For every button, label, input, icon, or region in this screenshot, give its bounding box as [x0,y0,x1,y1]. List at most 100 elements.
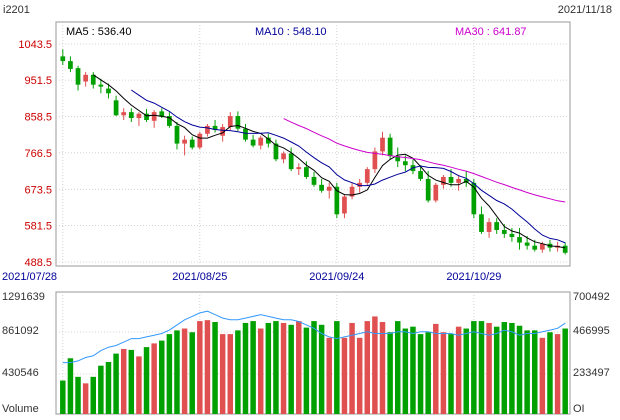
volume-bar [478,321,485,414]
up-candle [486,222,492,232]
volume-bars [60,316,568,414]
volume-bar [394,321,401,414]
volume-bar [75,376,81,414]
up-candle [281,153,286,160]
down-candle [448,176,454,183]
volume-bar [60,380,66,414]
up-candle [197,133,203,148]
volume-bar [166,334,173,414]
up-candle [349,186,355,197]
up-candle [205,125,210,134]
down-candle [288,153,294,170]
up-candle [121,112,127,116]
oi-line [62,310,566,364]
volume-axis-labels: 1291639 861092 430546 Volume 700492 466995 233… [2,291,610,415]
volume-bar [524,330,530,414]
volume-bar [250,321,256,414]
volume-bar [82,383,89,414]
down-candle [562,245,568,253]
down-candle [311,176,317,185]
down-candle [532,245,538,250]
open-interest-line [62,310,566,364]
date-axis-label: 2021/08/25 [172,271,227,283]
volume-bar [471,321,477,414]
volume-left-label: 861092 [2,325,39,337]
volume-bar [417,334,424,414]
moving-average-lines [93,74,566,249]
volume-bar [425,332,431,414]
down-candle [235,116,241,129]
ma10-line [131,89,566,244]
volume-bar [509,322,515,414]
volume-bar [341,337,348,414]
volume-bar [128,349,135,414]
price-tick-labels: 1043.5 951.5 858.5 766.5 673.5 581.5 488.5 [18,39,52,269]
up-candle [372,151,378,170]
volume-bar [151,343,157,414]
up-candle [258,137,264,146]
down-candle [501,229,507,234]
date-axis-label: 2021/09/24 [309,271,364,283]
down-candle [509,233,515,238]
price-tick-label: 673.5 [24,184,52,196]
up-candle [342,196,347,214]
down-candle [479,214,484,232]
volume-bar [120,348,127,414]
volume-left-label: 430546 [2,367,39,379]
down-candle [250,139,256,146]
down-candle [319,184,324,191]
date-axis-label: 2021/07/28 [2,271,57,283]
price-tick-label: 858.5 [24,112,52,124]
volume-bar [402,328,409,414]
down-candle [425,178,431,201]
volume-bar [288,324,294,414]
volume-bar [296,321,302,414]
down-candle [471,182,477,215]
symbol-label: i2201 [3,4,30,16]
down-candle [418,171,423,179]
down-candle [98,84,104,87]
down-candle [304,167,309,177]
volume-bar [334,321,340,414]
volume-bar [67,358,74,414]
ma5-line [93,74,566,249]
volume-bar [280,322,287,414]
volume-bar [257,328,264,414]
volume-bar [516,325,523,414]
down-candle [189,139,195,148]
volume-bar [204,320,211,414]
volume-bar [212,322,218,414]
up-candle [296,167,302,170]
up-candle [364,169,370,183]
down-candle [68,61,73,69]
ma5-legend: MA5 : 536.40 [66,26,131,38]
ma30-legend: MA30 : 641.87 [455,26,527,38]
volume-bar [105,361,112,414]
volume-bar [311,321,317,414]
volume-bar [326,337,332,414]
volume-bar [455,326,462,414]
date-label: 2021/11/18 [558,4,612,16]
volume-bar [197,321,203,414]
down-candle [243,128,248,140]
down-candle [113,100,119,116]
down-candle [402,161,408,166]
down-candle [387,137,393,157]
candles [60,49,568,255]
volume-bar [562,328,568,414]
volume-bar [364,321,371,414]
volume-bar [98,365,104,414]
up-candle [441,176,446,185]
down-candle [106,88,111,94]
up-candle [539,243,545,250]
up-candle [433,184,439,201]
volume-bar [387,332,393,414]
volume-bar [113,353,119,414]
volume-bar [318,324,325,414]
volume-bar [539,337,546,414]
volume-bar [189,332,195,414]
ma30-line [283,118,566,203]
volume-bar [433,323,439,414]
up-candle [380,137,385,152]
